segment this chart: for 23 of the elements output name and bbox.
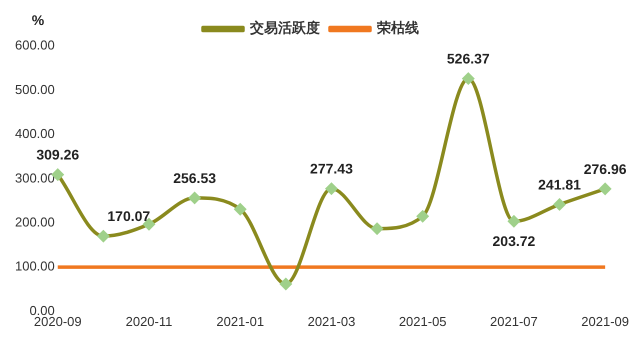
y-tick-label: 200.00 <box>14 214 55 230</box>
y-axis-title: % <box>32 12 45 28</box>
legend-label: 荣枯线 <box>376 20 419 37</box>
x-tick-label: 2021-07 <box>490 314 538 329</box>
data-label: 277.43 <box>310 160 354 177</box>
x-tick-label: 2020-11 <box>126 314 172 329</box>
x-tick-label: 2021-05 <box>398 314 447 329</box>
x-tick-label: 2021-01 <box>216 314 264 329</box>
data-label: 170.07 <box>107 208 150 224</box>
data-label: 309.26 <box>36 146 80 162</box>
x-tick-label: 2021-09 <box>581 314 630 329</box>
data-label: 256.53 <box>173 170 216 186</box>
y-tick-label: 500.00 <box>14 82 55 97</box>
data-label: 241.81 <box>538 176 582 192</box>
y-tick-label: 300.00 <box>14 170 55 186</box>
data-label: 526.37 <box>446 50 490 66</box>
data-label: 203.72 <box>492 233 536 250</box>
y-tick-label: 400.00 <box>14 126 55 142</box>
y-tick-label: 100.00 <box>14 258 55 274</box>
legend-label: 交易活跃度 <box>249 20 320 37</box>
data-label: 276.96 <box>584 160 627 177</box>
x-tick-label: 2021-03 <box>308 314 356 329</box>
y-tick-label: 600.00 <box>14 38 55 53</box>
